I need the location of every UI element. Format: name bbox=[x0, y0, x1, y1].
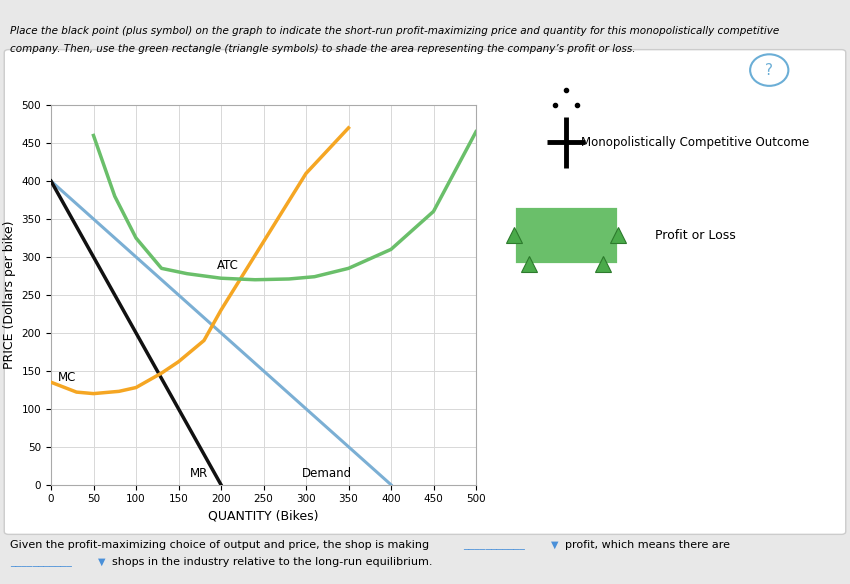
Text: shops in the industry relative to the long-run equilibrium.: shops in the industry relative to the lo… bbox=[112, 557, 433, 566]
Text: ?: ? bbox=[765, 62, 774, 78]
Text: Monopolistically Competitive Outcome: Monopolistically Competitive Outcome bbox=[581, 136, 809, 149]
X-axis label: QUANTITY (Bikes): QUANTITY (Bikes) bbox=[208, 510, 319, 523]
Text: profit, which means there are: profit, which means there are bbox=[565, 540, 730, 550]
Text: Given the profit-maximizing choice of output and price, the shop is making: Given the profit-maximizing choice of ou… bbox=[10, 540, 429, 550]
Text: ▼: ▼ bbox=[551, 540, 558, 550]
Text: ___________: ___________ bbox=[10, 557, 72, 566]
Text: company. Then, use the green rectangle (triangle symbols) to shade the area repr: company. Then, use the green rectangle (… bbox=[10, 44, 636, 54]
Y-axis label: PRICE (Dollars per bike): PRICE (Dollars per bike) bbox=[3, 221, 16, 369]
Text: ___________: ___________ bbox=[463, 540, 525, 550]
Bar bbox=[514, 206, 618, 265]
Text: MR: MR bbox=[190, 467, 207, 480]
Text: MC: MC bbox=[58, 371, 76, 384]
Text: Demand: Demand bbox=[302, 467, 352, 480]
Text: Place the black point (plus symbol) on the graph to indicate the short-run profi: Place the black point (plus symbol) on t… bbox=[10, 26, 779, 36]
Text: ▼: ▼ bbox=[98, 557, 105, 566]
Text: ATC: ATC bbox=[217, 259, 239, 272]
Text: Profit or Loss: Profit or Loss bbox=[654, 228, 735, 242]
